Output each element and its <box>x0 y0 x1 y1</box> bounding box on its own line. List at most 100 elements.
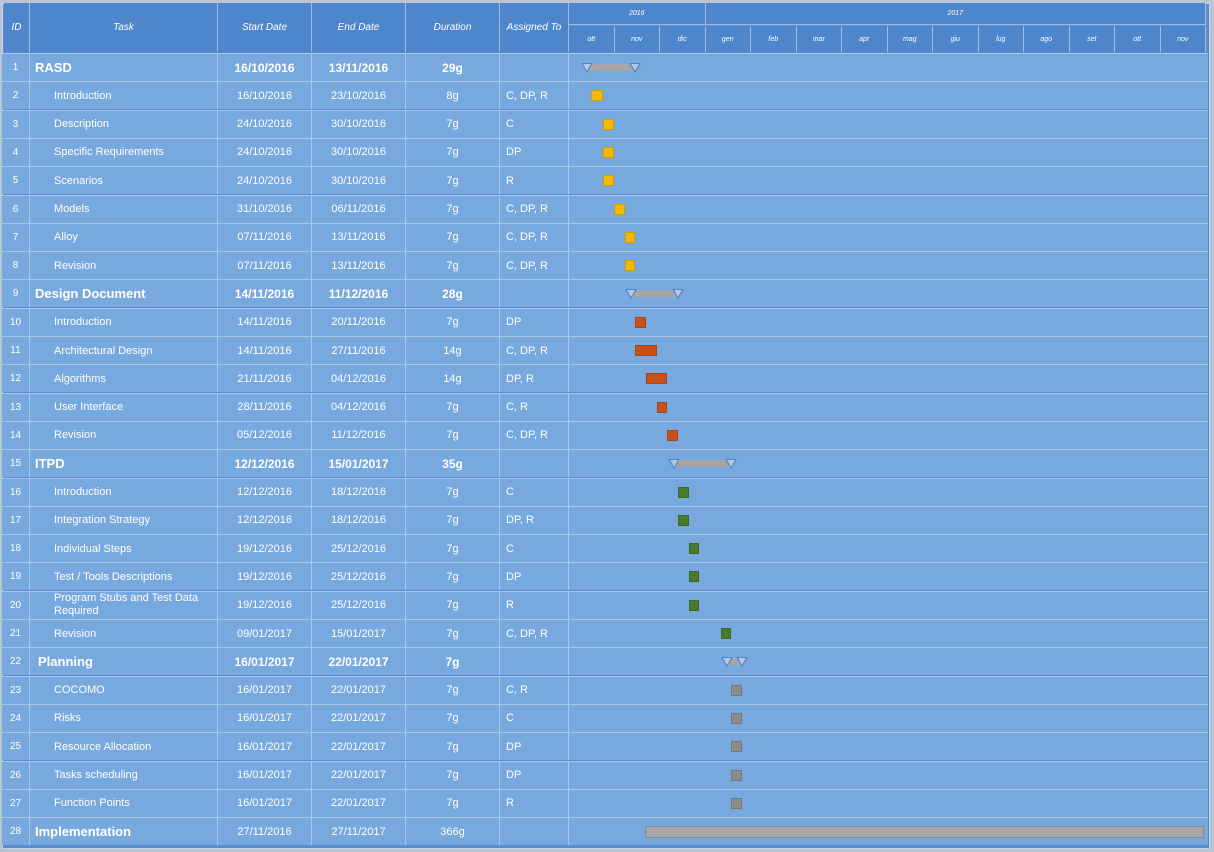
table-row[interactable]: 20 Program Stubs and Test Data Required 19… <box>2 590 1208 619</box>
task-name-cell[interactable]: User Interface <box>30 393 218 421</box>
assigned-to-cell[interactable]: DP, R <box>500 506 569 534</box>
assigned-to-cell[interactable]: C, DP, R <box>500 620 569 647</box>
duration-cell[interactable]: 7g <box>406 704 500 732</box>
task-id-cell[interactable]: 9 <box>2 280 30 308</box>
start-date-cell[interactable]: 28/11/2016 <box>218 393 312 421</box>
start-date-cell[interactable]: 19/12/2016 <box>218 535 312 563</box>
task-id-cell[interactable]: 17 <box>2 506 30 534</box>
table-row[interactable]: 19 Test / Tools Descriptions 19/12/2016 25/… <box>2 562 1208 591</box>
table-row[interactable]: 21 Revision 09/01/2017 15/01/2017 7g C, DP, R <box>2 619 1208 647</box>
end-date-cell[interactable]: 27/11/2017 <box>312 818 406 846</box>
assigned-to-cell[interactable]: R <box>500 591 569 619</box>
assigned-to-cell[interactable] <box>500 450 569 478</box>
table-row[interactable]: 4 Specific Requirements 24/10/2016 30/10/20… <box>2 137 1208 166</box>
assigned-to-cell[interactable]: R <box>500 789 569 817</box>
assigned-to-cell[interactable]: C, DP, R <box>500 252 569 280</box>
task-id-cell[interactable]: 13 <box>2 393 30 421</box>
table-row[interactable]: 8 Revision 07/11/2016 13/11/2016 7g C, DP, R <box>2 251 1208 280</box>
task-name-cell[interactable]: Integration Strategy <box>30 506 218 534</box>
task-id-cell[interactable]: 24 <box>2 704 30 732</box>
task-name-cell[interactable]: Individual Steps <box>30 535 218 563</box>
start-date-cell[interactable]: 07/11/2016 <box>218 252 312 280</box>
table-row[interactable]: 13 User Interface 28/11/2016 04/12/2016 7g C,… <box>2 392 1208 421</box>
table-row[interactable]: 22 Planning 16/01/2017 22/01/2017 7g <box>2 647 1208 676</box>
gantt-task-bar[interactable] <box>731 684 742 696</box>
task-name-cell[interactable]: RASD <box>30 54 218 81</box>
assigned-to-cell[interactable]: C, DP, R <box>500 223 569 251</box>
task-name-cell[interactable]: Alloy <box>30 223 218 251</box>
duration-cell[interactable]: 7g <box>406 308 500 336</box>
task-name-cell[interactable]: Revision <box>30 421 218 449</box>
table-row[interactable]: 25 Resource Allocation 16/01/2017 22/01/201… <box>2 732 1208 761</box>
task-id-cell[interactable]: 8 <box>2 252 30 280</box>
duration-cell[interactable]: 7g <box>406 648 500 676</box>
assigned-to-cell[interactable]: C, DP, R <box>500 337 569 364</box>
gantt-task-bar[interactable] <box>635 316 646 328</box>
duration-cell[interactable]: 7g <box>406 789 500 817</box>
task-id-cell[interactable]: 18 <box>2 535 30 563</box>
duration-cell[interactable]: 7g <box>406 110 500 138</box>
task-name-cell[interactable]: Tasks scheduling <box>30 761 218 789</box>
gantt-task-bar[interactable] <box>635 345 657 356</box>
gantt-task-bar[interactable] <box>688 543 700 555</box>
duration-cell[interactable]: 14g <box>406 365 500 393</box>
task-name-cell[interactable]: Introduction <box>30 82 218 110</box>
assigned-to-cell[interactable]: DP <box>500 138 569 166</box>
start-date-cell[interactable]: 16/01/2017 <box>218 704 312 732</box>
task-id-cell[interactable]: 16 <box>2 478 30 506</box>
end-date-cell[interactable]: 20/11/2016 <box>312 308 406 336</box>
duration-cell[interactable]: 7g <box>406 478 500 506</box>
task-name-cell[interactable]: Function Points <box>30 789 218 817</box>
start-date-cell[interactable]: 09/01/2017 <box>218 620 312 647</box>
task-id-cell[interactable]: 10 <box>2 308 30 336</box>
task-id-cell[interactable]: 22 <box>2 648 30 676</box>
assigned-to-cell[interactable]: C, DP, R <box>500 82 569 110</box>
assigned-to-cell[interactable]: C <box>500 478 569 506</box>
gantt-task-bar[interactable] <box>731 769 742 781</box>
duration-cell[interactable]: 35g <box>406 450 500 478</box>
task-name-cell[interactable]: Description <box>30 110 218 138</box>
start-date-cell[interactable]: 12/12/2016 <box>218 478 312 506</box>
end-date-cell[interactable]: 13/11/2016 <box>312 54 406 81</box>
end-date-cell[interactable]: 22/01/2017 <box>312 789 406 817</box>
task-id-cell[interactable]: 14 <box>2 421 30 449</box>
task-id-cell[interactable]: 19 <box>2 563 30 591</box>
table-row[interactable]: 9 Design Document 14/11/2016 11/12/2016 28g <box>2 279 1208 308</box>
table-row[interactable]: 2 Introduction 16/10/2016 23/10/2016 8g C, DP… <box>2 81 1208 110</box>
assigned-to-cell[interactable]: C, R <box>500 676 569 704</box>
task-id-cell[interactable]: 11 <box>2 337 30 364</box>
end-date-cell[interactable]: 04/12/2016 <box>312 393 406 421</box>
end-date-cell[interactable]: 25/12/2016 <box>312 563 406 591</box>
task-id-cell[interactable]: 5 <box>2 167 30 195</box>
start-date-cell[interactable]: 16/01/2017 <box>218 648 312 676</box>
start-date-cell[interactable]: 14/11/2016 <box>218 337 312 364</box>
task-id-cell[interactable]: 7 <box>2 223 30 251</box>
end-date-cell[interactable]: 18/12/2016 <box>312 506 406 534</box>
task-name-cell[interactable]: Introduction <box>30 308 218 336</box>
duration-cell[interactable]: 366g <box>406 818 500 846</box>
table-row[interactable]: 6 Models 31/10/2016 06/11/2016 7g C, DP, R <box>2 194 1208 223</box>
start-date-cell[interactable]: 16/01/2017 <box>218 789 312 817</box>
table-row[interactable]: 26 Tasks scheduling 16/01/2017 22/01/2017 7g… <box>2 760 1208 789</box>
start-date-cell[interactable]: 16/01/2017 <box>218 676 312 704</box>
duration-cell[interactable]: 7g <box>406 167 500 195</box>
task-name-cell[interactable]: Models <box>30 195 218 223</box>
end-date-cell[interactable]: 30/10/2016 <box>312 138 406 166</box>
start-date-cell[interactable]: 05/12/2016 <box>218 421 312 449</box>
duration-cell[interactable]: 7g <box>406 761 500 789</box>
duration-cell[interactable]: 7g <box>406 393 500 421</box>
start-date-cell[interactable]: 16/01/2017 <box>218 761 312 789</box>
task-name-cell[interactable]: Design Document <box>30 280 218 308</box>
end-date-cell[interactable]: 15/01/2017 <box>312 620 406 647</box>
end-date-cell[interactable]: 13/11/2016 <box>312 223 406 251</box>
assigned-to-cell[interactable]: C, R <box>500 393 569 421</box>
task-name-cell[interactable]: Program Stubs and Test Data Required <box>30 591 218 619</box>
duration-cell[interactable]: 7g <box>406 421 500 449</box>
gantt-task-bar[interactable] <box>688 571 700 583</box>
table-row[interactable]: 15 ITPD 12/12/2016 15/01/2017 35g <box>2 449 1208 478</box>
end-date-cell[interactable]: 22/01/2017 <box>312 761 406 789</box>
task-id-cell[interactable]: 26 <box>2 761 30 789</box>
task-name-cell[interactable]: Introduction <box>30 478 218 506</box>
task-name-cell[interactable]: Architectural Design <box>30 337 218 364</box>
assigned-to-cell[interactable]: R <box>500 167 569 195</box>
